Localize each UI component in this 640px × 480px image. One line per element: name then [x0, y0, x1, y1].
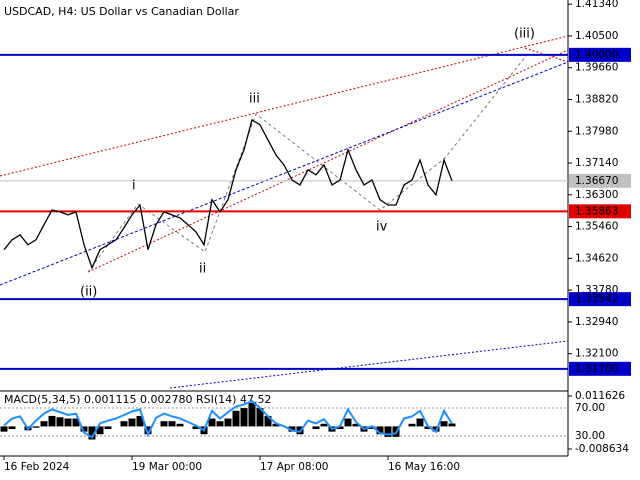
macd-bar	[320, 423, 328, 427]
level-tag	[569, 173, 631, 188]
macd-bar	[256, 408, 264, 427]
macd-bar	[344, 418, 352, 427]
macd-bar	[384, 426, 392, 437]
macd-bar	[288, 426, 296, 432]
macd-bar	[136, 415, 144, 427]
level-tag	[569, 292, 631, 307]
macd-bar	[376, 426, 384, 435]
macd-bar	[128, 418, 136, 427]
macd-bar	[32, 426, 40, 428]
macd-bar	[144, 426, 152, 435]
macd-bar	[408, 423, 416, 427]
y-tick-label: 1.35460	[575, 221, 618, 233]
y-tick-label: 1.40500	[575, 30, 618, 42]
y-tick-label: 1.34620	[575, 252, 618, 264]
y-tick-label: 1.32940	[575, 316, 618, 328]
indicator-title: MACD(5,34,5) 0.001115 0.002780 RSI(14) 4…	[4, 393, 271, 406]
macd-bar	[80, 426, 88, 432]
level-label: 1.33542	[575, 293, 618, 305]
wave-label: iii	[249, 92, 260, 107]
macd-bar	[216, 421, 224, 427]
y-tick-label: 1.32100	[575, 348, 618, 360]
x-tick-label: 16 May 16:00	[388, 461, 460, 473]
wave-label: (iii)	[514, 27, 535, 42]
macd-bar	[224, 418, 232, 427]
y-tick-label: -0.008634	[575, 443, 629, 455]
macd-bar	[336, 426, 344, 430]
chart-title: USDCAD, H4: US Dollar vs Canadian Dollar	[4, 5, 239, 18]
level-tag	[569, 204, 631, 219]
level-label: 1.31700	[575, 363, 618, 375]
y2-tick-label: 30.00	[575, 430, 605, 442]
macd-bar	[96, 426, 104, 435]
macd-bar	[8, 426, 16, 430]
trend-line	[169, 340, 569, 389]
wave-path	[87, 55, 527, 273]
macd-bar	[312, 426, 320, 430]
y-tick-label: 1.36300	[575, 189, 618, 201]
macd-bar	[176, 423, 184, 427]
macd-bar	[48, 415, 56, 427]
macd-bar	[208, 418, 216, 427]
macd-bar	[232, 410, 240, 427]
macd-bar	[0, 426, 8, 432]
macd-bar	[168, 421, 176, 427]
macd-bar	[264, 415, 272, 427]
macd-bar	[416, 418, 424, 427]
y-tick-label: 1.37980	[575, 125, 618, 137]
x-tick-label: 17 Apr 08:00	[260, 461, 328, 473]
level-label: 1.40000	[575, 49, 618, 61]
rsi-line	[3, 399, 453, 439]
wave-label: ii	[199, 262, 206, 277]
wave-label: iv	[376, 220, 388, 235]
y-tick-label: 0.011626	[575, 390, 625, 402]
trend-line	[524, 47, 569, 63]
level-tag	[569, 361, 631, 376]
level-label: 1.36670	[575, 175, 618, 187]
x-tick-label: 19 Mar 00:00	[132, 461, 202, 473]
macd-bar	[64, 418, 72, 427]
y-tick-label: 1.39660	[575, 62, 618, 74]
macd-bar	[424, 426, 432, 430]
y-tick-label: 1.38820	[575, 93, 618, 105]
y-tick-label: 1.37140	[575, 157, 618, 169]
macd-bar	[120, 421, 128, 427]
macd-bar	[272, 423, 280, 427]
level-tag	[569, 47, 631, 62]
macd-bar	[192, 426, 200, 430]
macd-bar	[248, 402, 256, 427]
macd-bar	[40, 421, 48, 427]
trend-line	[0, 61, 569, 286]
macd-bar	[440, 421, 448, 427]
macd-bar	[72, 418, 80, 427]
macd-bar	[56, 417, 64, 427]
trend-line	[0, 35, 569, 177]
y2-tick-label: 70.00	[575, 402, 605, 414]
macd-bar	[240, 408, 248, 427]
x-tick-label: 16 Feb 2024	[4, 461, 70, 473]
macd-bar	[160, 421, 168, 427]
macd-bar	[88, 426, 96, 440]
wave-label: (ii)	[80, 285, 97, 300]
macd-bar	[352, 423, 360, 427]
macd-bar	[104, 426, 112, 430]
macd-bar	[368, 426, 376, 430]
trend-line	[87, 49, 569, 273]
wave-label: i	[132, 179, 136, 194]
price-line	[3, 118, 453, 270]
level-label: 1.35863	[575, 205, 618, 217]
y-tick-label: 1.41340	[575, 0, 618, 10]
macd-bar	[448, 423, 456, 427]
